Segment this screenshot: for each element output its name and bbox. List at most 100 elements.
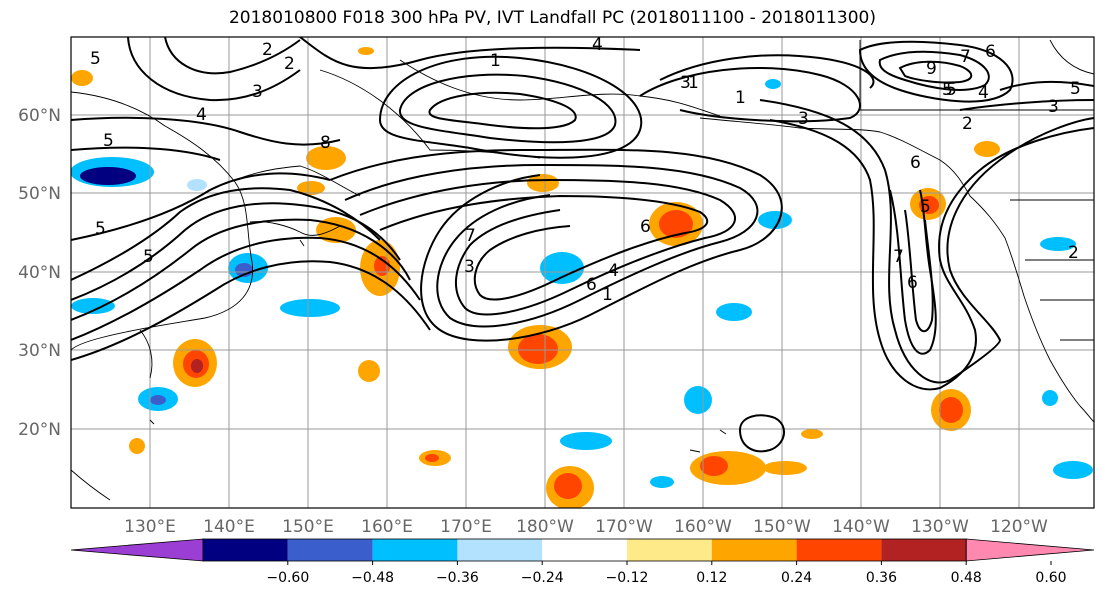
colorbar-segment bbox=[881, 539, 967, 561]
svg-text:3: 3 bbox=[1048, 97, 1059, 117]
lon-label: 130°W bbox=[911, 517, 969, 537]
lat-label: 40°N bbox=[18, 263, 61, 283]
longitude-labels: 130°E 140°E 150°E 160°E 170°E 180°W 170°… bbox=[124, 517, 1048, 537]
svg-text:1: 1 bbox=[735, 88, 746, 108]
contour-labels: 5 2 2 3 4 4 1 3 5 8 5 5 1 6 7 3 1 4 6 1 … bbox=[90, 35, 1081, 305]
pos-anomaly bbox=[71, 70, 93, 86]
latitude-labels: 60°N 50°N 40°N 30°N 20°N bbox=[18, 106, 61, 440]
map-frame bbox=[70, 36, 1095, 509]
pos-anomaly bbox=[700, 456, 728, 476]
svg-text:2: 2 bbox=[962, 114, 973, 134]
neg-anomaly bbox=[758, 211, 792, 229]
svg-text:6: 6 bbox=[586, 275, 597, 295]
pos-anomaly-strong bbox=[191, 359, 203, 373]
svg-text:4: 4 bbox=[592, 35, 603, 55]
svg-text:5: 5 bbox=[920, 197, 931, 217]
pos-anomaly bbox=[306, 146, 346, 170]
neg-anomaly bbox=[280, 299, 340, 317]
neg-anomaly bbox=[684, 386, 712, 414]
pos-anomaly bbox=[659, 210, 693, 238]
svg-text:3: 3 bbox=[680, 73, 691, 93]
svg-text:4: 4 bbox=[608, 261, 619, 281]
colorbar-segment bbox=[796, 539, 882, 561]
svg-text:6: 6 bbox=[910, 153, 921, 173]
neg-anomaly bbox=[716, 303, 752, 321]
colorbar-segment bbox=[457, 539, 543, 561]
lon-label: 150°E bbox=[282, 517, 334, 537]
colorbar-tick-label: 0.48 bbox=[951, 570, 982, 586]
svg-text:1: 1 bbox=[688, 73, 699, 93]
lat-label: 30°N bbox=[18, 341, 61, 361]
colorbar-tick-label: −0.60 bbox=[266, 570, 309, 586]
lon-label: 140°W bbox=[832, 517, 890, 537]
svg-text:3: 3 bbox=[464, 257, 475, 277]
colorbar-tick-label: 0.36 bbox=[866, 570, 897, 586]
lat-label: 50°N bbox=[18, 184, 61, 204]
svg-text:1: 1 bbox=[602, 285, 613, 305]
svg-text:2: 2 bbox=[262, 40, 273, 60]
pos-anomaly bbox=[763, 461, 807, 475]
colorbar-tick-label: 0.24 bbox=[781, 570, 812, 586]
neg-anomaly bbox=[560, 432, 612, 450]
svg-text:4: 4 bbox=[196, 105, 207, 125]
pos-anomaly bbox=[974, 141, 1000, 157]
lat-label: 60°N bbox=[18, 106, 61, 126]
lon-label: 130°E bbox=[124, 517, 176, 537]
lon-label: 160°E bbox=[361, 517, 413, 537]
colorbar: −0.60 −0.48 −0.36 −0.24 −0.12 0.12 0.24 0.36 0.4… bbox=[70, 538, 1095, 586]
colorbar-segment bbox=[711, 539, 797, 561]
svg-text:2: 2 bbox=[1068, 243, 1079, 263]
svg-text:8: 8 bbox=[320, 133, 331, 153]
neg-anomaly bbox=[650, 476, 674, 488]
svg-text:5: 5 bbox=[95, 219, 106, 239]
colorbar-extend-low bbox=[70, 538, 204, 562]
pos-anomaly bbox=[801, 429, 823, 439]
svg-text:5: 5 bbox=[143, 247, 154, 267]
neg-anomaly bbox=[1042, 390, 1058, 406]
lon-label: 140°E bbox=[203, 517, 255, 537]
neg-anomaly bbox=[71, 298, 115, 314]
pos-anomaly bbox=[518, 334, 558, 364]
pos-anomaly bbox=[527, 174, 559, 192]
svg-text:5: 5 bbox=[103, 131, 114, 151]
map-title: 2018010800 F018 300 hPa PV, IVT Landfall… bbox=[228, 8, 876, 28]
svg-text:1: 1 bbox=[490, 51, 501, 71]
colorbar-segment bbox=[203, 539, 288, 561]
colorbar-segment bbox=[627, 539, 712, 561]
colorbar-tick-label: −0.36 bbox=[436, 570, 479, 586]
pos-anomaly bbox=[358, 360, 380, 382]
pos-anomaly bbox=[939, 397, 963, 423]
svg-text:7: 7 bbox=[465, 226, 476, 246]
colorbar-tick-label: 0.12 bbox=[696, 570, 727, 586]
svg-text:7: 7 bbox=[960, 47, 971, 67]
pos-anomaly bbox=[316, 217, 356, 243]
neg-anomaly bbox=[1040, 237, 1076, 251]
coastlines bbox=[71, 39, 1094, 501]
svg-text:7: 7 bbox=[893, 247, 904, 267]
colorbar-tick-label: −0.24 bbox=[521, 570, 564, 586]
neg-anomaly bbox=[150, 395, 166, 405]
pos-anomaly bbox=[129, 438, 145, 454]
neg-anomaly bbox=[540, 252, 584, 284]
colorbar-extend-high bbox=[965, 538, 1095, 562]
svg-text:6: 6 bbox=[640, 217, 651, 237]
svg-text:5: 5 bbox=[946, 80, 957, 100]
lon-label: 160°W bbox=[674, 517, 732, 537]
neg-anomaly-weak bbox=[187, 179, 207, 191]
svg-text:5: 5 bbox=[1070, 79, 1081, 99]
lon-label: 170°E bbox=[440, 517, 492, 537]
colorbar-segment bbox=[542, 539, 627, 561]
lon-label: 180°W bbox=[516, 517, 574, 537]
lat-label: 20°N bbox=[18, 420, 61, 440]
lon-label: 120°W bbox=[990, 517, 1048, 537]
svg-text:6: 6 bbox=[907, 273, 918, 293]
svg-text:6: 6 bbox=[985, 42, 996, 62]
pos-anomaly bbox=[554, 473, 582, 499]
svg-text:2: 2 bbox=[284, 54, 295, 74]
svg-text:4: 4 bbox=[978, 83, 989, 103]
svg-text:3: 3 bbox=[798, 109, 809, 129]
neg-anomaly bbox=[765, 79, 781, 89]
colorbar-segment bbox=[372, 539, 458, 561]
pos-anomaly bbox=[297, 181, 325, 195]
